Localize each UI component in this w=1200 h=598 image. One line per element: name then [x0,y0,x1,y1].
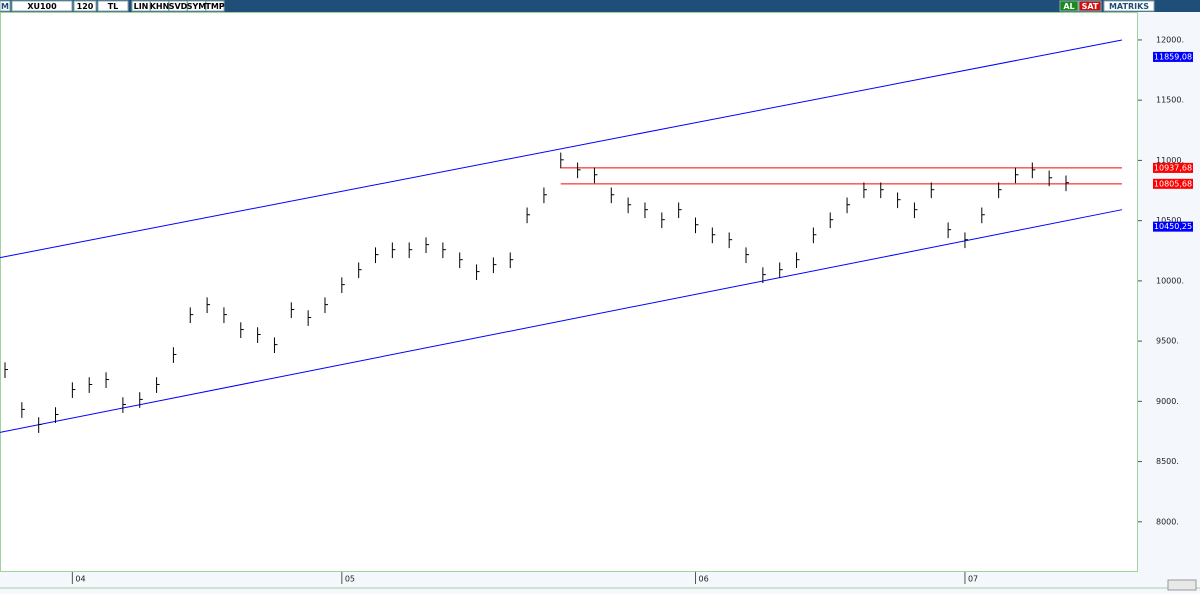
toolbar-button[interactable] [1103,0,1155,12]
price-marker-label: 10937,68 [1154,163,1192,172]
toolbar-label: AL [1063,2,1074,11]
price-marker [1153,221,1193,232]
toolbar-label: TL [108,2,119,11]
toolbar-label: SVD [169,2,188,11]
toolbar-label: MATRIKS [1109,2,1149,11]
scrollbar[interactable] [1167,579,1197,591]
toolbar-items: M XU100 120 TL LIN KHN SVD SYM TMP AL SAT MATRIKS [0,0,1155,12]
x-tick-label: 07 [968,575,978,584]
price-marker-label: 11859,08 [1154,52,1192,61]
x-tick-label: 04 [75,575,85,584]
trend-line [0,209,1123,433]
y-tick-label: 10000. [1156,276,1184,285]
x-tick-label: 05 [345,575,355,584]
toolbar-button[interactable] [73,0,97,12]
toolbar-label: SAT [1082,2,1099,11]
toolbar-label: LIN [134,2,149,11]
toolbar-button[interactable] [11,0,73,12]
toolbar-label: XU100 [27,2,57,11]
toolbar-button[interactable] [1078,0,1102,12]
x-tick-label: 06 [698,575,708,584]
y-tick-label: 11500. [1156,96,1184,105]
price-marker-label: 10805,68 [1154,179,1192,188]
y-tick-label: 10500. [1156,216,1184,225]
toolbar-label: TMP [205,2,224,11]
price-marker-label: 10450,25 [1154,222,1192,231]
plot-border [0,12,1138,572]
trend-line [0,39,1123,259]
toolbar-label: KHN [150,2,170,11]
toolbar-label: SYM [187,2,207,11]
price-marker [1153,51,1193,62]
toolbar-button[interactable] [205,0,225,12]
plot: 8000. 8500. 9000. 9500. 10000. 10500. 11000. 11… [0,35,1193,584]
price-marker [1153,178,1193,189]
y-tick-label: 8000. [1156,517,1179,526]
price-marker [1153,162,1193,173]
y-tick-label: 8500. [1156,457,1179,466]
y-tick-label: 9500. [1156,337,1179,346]
toolbar [0,0,1200,12]
toolbar-label: M [1,2,9,11]
y-tick-label: 12000. [1156,35,1184,44]
toolbar-button[interactable] [97,0,129,12]
toolbar-button[interactable] [0,0,11,12]
price-axis-bg [1138,12,1200,572]
date-axis-bg [0,572,1200,594]
y-tick-label: 9000. [1156,397,1179,406]
toolbar-button[interactable] [1059,0,1079,12]
toolbar-label: 120 [77,2,94,11]
y-tick-label: 11000. [1156,156,1184,165]
